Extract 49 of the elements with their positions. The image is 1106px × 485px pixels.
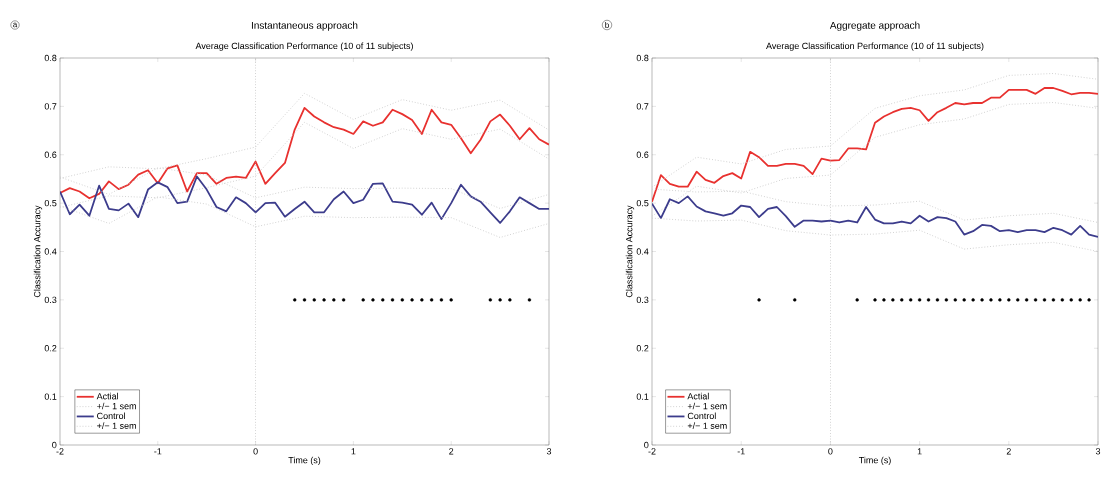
legend-label: Actial bbox=[96, 392, 118, 400]
y-tick-label: 0.3 bbox=[636, 296, 649, 304]
y-tick-label: 0.8 bbox=[44, 54, 57, 62]
x-tick-label: -2 bbox=[648, 448, 656, 455]
x-tick-label: 1 bbox=[917, 448, 922, 455]
x-tick-label: 0 bbox=[828, 448, 833, 455]
line-series bbox=[60, 175, 549, 224]
x-tick-label: 3 bbox=[546, 448, 552, 455]
x-tick-label: 3 bbox=[1095, 448, 1101, 455]
y-tick-label: 0.3 bbox=[44, 296, 57, 304]
line-series bbox=[652, 195, 1099, 238]
legend-label: +/− 1 sem bbox=[97, 422, 136, 429]
x-tick-label: 0 bbox=[253, 448, 258, 455]
legend-label: +/− 1 sem bbox=[687, 422, 727, 429]
y-tick-label: 0.5 bbox=[636, 199, 649, 207]
y-tick-label: 0 bbox=[52, 441, 57, 449]
x-axis-title: Time (s) bbox=[858, 456, 891, 466]
y-tick-label: 0.8 bbox=[636, 54, 649, 62]
chart-title: Instantaneous approach bbox=[251, 21, 358, 31]
y-tick-label: 0 bbox=[644, 441, 649, 449]
y-tick-label: 0.7 bbox=[44, 103, 57, 110]
x-tick-label: -1 bbox=[737, 448, 745, 455]
legend-label: Control bbox=[97, 412, 125, 420]
chart-title: Aggregate approach bbox=[829, 21, 920, 31]
y-tick-label: 0.2 bbox=[44, 345, 57, 352]
chart-subtitle: Average Classification Performance (10 of 11 subjects) bbox=[766, 42, 984, 51]
y-tick-label: 0.5 bbox=[44, 199, 57, 207]
y-tick-label: 0.4 bbox=[636, 248, 649, 255]
y-tick-label: 0.6 bbox=[44, 151, 57, 158]
x-tick-label: 1 bbox=[351, 448, 356, 455]
chart-subtitle: Average Classification Performance (10 of 11 subjects) bbox=[195, 42, 413, 51]
y-tick-label: 0.1 bbox=[44, 393, 57, 400]
x-tick-label: 2 bbox=[1006, 448, 1011, 455]
x-tick-label: -1 bbox=[154, 448, 162, 455]
y-tick-label: 0.4 bbox=[44, 248, 57, 255]
x-tick-label: -2 bbox=[56, 448, 64, 455]
y-tick-label: 0.6 bbox=[636, 151, 649, 158]
y-axis-title: Classification Accuracy bbox=[625, 205, 635, 298]
y-tick-label: 0.7 bbox=[636, 103, 649, 110]
x-tick-label: 2 bbox=[449, 448, 454, 455]
legend-label: Control bbox=[687, 412, 716, 420]
y-tick-label: 0.2 bbox=[636, 345, 649, 352]
legend-label: Actial bbox=[687, 392, 709, 400]
y-axis-title: Classification Accuracy bbox=[33, 205, 43, 298]
legend-label: +/− 1 sem bbox=[687, 402, 727, 410]
y-tick-label: 0.1 bbox=[636, 393, 649, 400]
x-axis-title: Time (s) bbox=[288, 456, 321, 466]
line-series bbox=[60, 106, 549, 200]
legend-label: +/− 1 sem bbox=[97, 402, 136, 410]
